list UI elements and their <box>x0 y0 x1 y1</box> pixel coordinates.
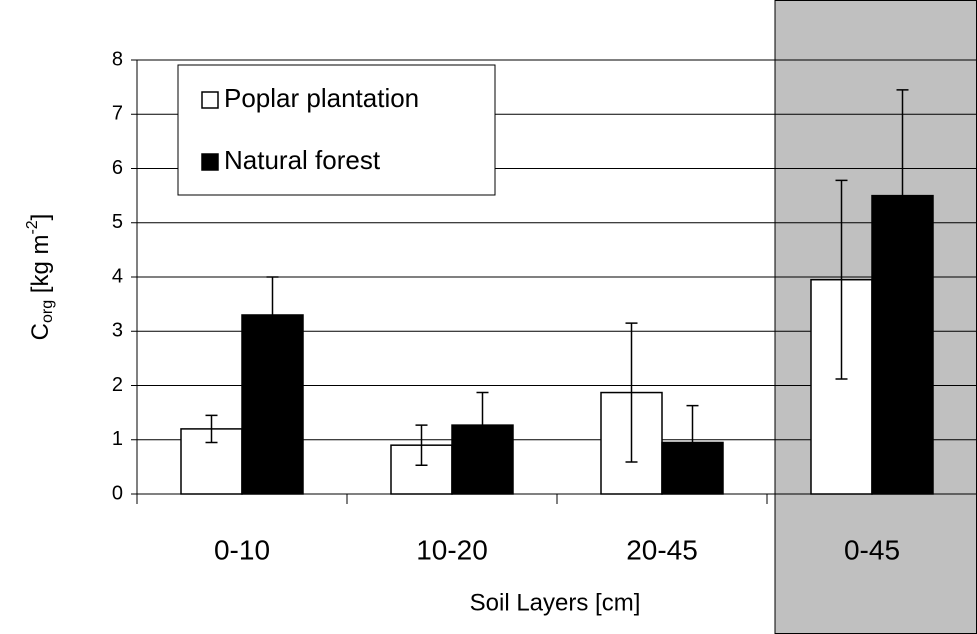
error-bar <box>205 414 218 444</box>
legend-box <box>177 64 496 196</box>
y-title-unit: [kg m <box>27 235 54 300</box>
y-title-main: C <box>27 323 54 340</box>
x-tick-label: 20-45 <box>626 534 698 565</box>
legend-swatch <box>201 91 219 109</box>
error-bar <box>625 322 638 463</box>
error-bar <box>415 424 428 466</box>
error-bar <box>266 276 279 354</box>
error-bar <box>686 404 699 481</box>
error-bar <box>835 179 848 380</box>
error-bar <box>476 391 489 459</box>
y-tick-label: 6 <box>112 157 123 179</box>
y-tick-label: 1 <box>112 428 123 450</box>
x-axis-title: Soil Layers [cm] <box>470 589 641 616</box>
y-tick-label: 0 <box>112 482 123 504</box>
y-tick-label: 2 <box>112 374 123 396</box>
y-tick-label: 4 <box>112 265 123 287</box>
y-axis-title: Corg [kg m-2] <box>24 214 56 341</box>
y-tick-label: 7 <box>112 103 123 125</box>
y-title-sub: org <box>39 300 56 323</box>
error-bar <box>896 89 909 303</box>
y-title-sup: -2 <box>24 220 41 234</box>
legend-swatch <box>201 153 219 171</box>
x-tick-label: 0-45 <box>844 534 900 565</box>
y-tick-label: 8 <box>112 48 123 70</box>
y-tick-label: 5 <box>112 211 123 233</box>
legend-label: Poplar plantation <box>224 83 419 113</box>
x-tick-label: 10-20 <box>416 534 488 565</box>
legend-label: Natural forest <box>224 145 381 175</box>
y-title-close: ] <box>27 214 54 221</box>
y-tick-label: 3 <box>112 320 123 342</box>
x-tick-label: 0-10 <box>214 534 270 565</box>
